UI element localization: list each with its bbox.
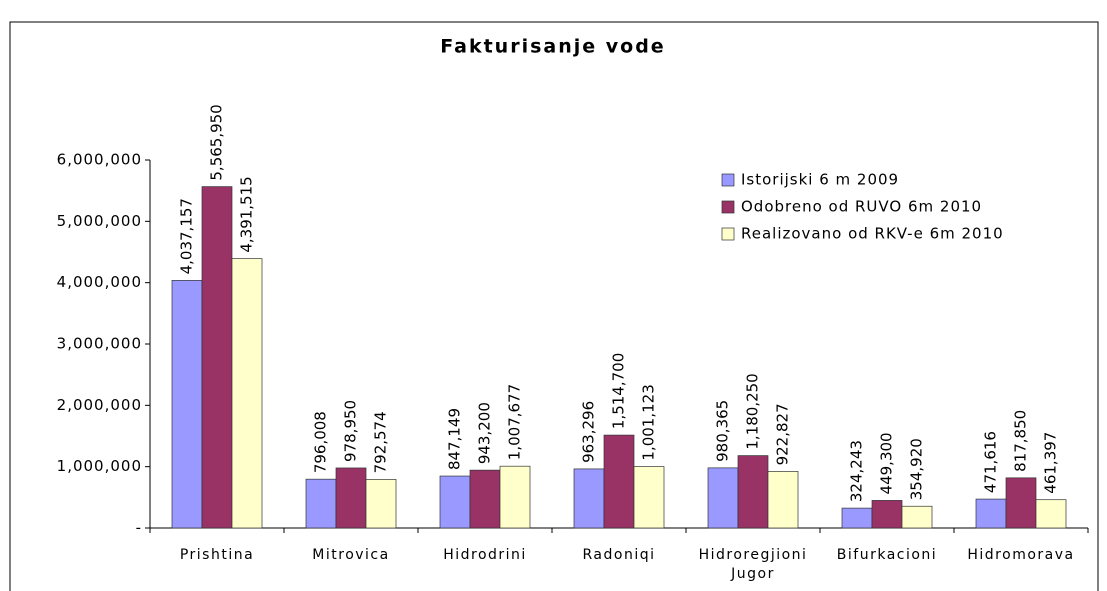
value-label: 4,391,515 — [238, 176, 256, 252]
x-tick-label: Bifurkacioni — [836, 547, 938, 563]
bar — [871, 500, 903, 529]
bar — [841, 507, 873, 529]
bar — [335, 467, 367, 529]
legend-label: Realizovano od RKV-e 6m 2010 — [741, 225, 1004, 243]
bar — [499, 465, 531, 529]
bar — [573, 468, 605, 529]
value-label: 471,616 — [982, 431, 1000, 493]
value-label: 980,365 — [714, 400, 732, 462]
bar — [171, 280, 203, 529]
value-label: 922,827 — [774, 403, 792, 465]
legend-swatch — [721, 173, 735, 187]
value-label: 354,920 — [908, 438, 926, 500]
value-label: 4,037,157 — [178, 198, 196, 274]
y-tick-label: 5,000,000 — [57, 212, 142, 230]
value-label: 792,574 — [372, 411, 390, 473]
y-tick-label: 6,000,000 — [57, 151, 142, 169]
legend-label: Odobreno od RUVO 6m 2010 — [741, 198, 982, 216]
bar — [737, 455, 769, 529]
chart-title: Fakturisanje vode — [440, 36, 665, 58]
bar — [707, 467, 739, 529]
value-label: 943,200 — [476, 402, 494, 464]
value-label: 324,243 — [848, 440, 866, 502]
value-label: 449,300 — [878, 432, 896, 494]
value-label: 5,565,950 — [208, 104, 226, 180]
value-label: 1,007,677 — [506, 384, 524, 460]
value-label: 978,950 — [342, 400, 360, 462]
bar — [633, 466, 665, 529]
bar — [231, 258, 263, 529]
x-tick-label: Radoniqi — [582, 547, 656, 563]
legend-swatch — [721, 227, 735, 241]
bar — [469, 469, 501, 529]
y-tick-label: 2,000,000 — [57, 396, 142, 414]
value-label: 1,514,700 — [610, 353, 628, 429]
x-tick-label: Prishtina — [179, 547, 255, 563]
x-tick-label: Hidroregjioni Jugor — [698, 547, 808, 582]
legend-swatch — [721, 200, 735, 214]
y-tick-label: 1,000,000 — [57, 457, 142, 475]
bar — [975, 498, 1007, 529]
value-label: 1,180,250 — [744, 373, 762, 449]
legend-label: Istorijski 6 m 2009 — [741, 171, 899, 189]
bar — [1005, 477, 1037, 529]
x-tick-label: Mitrovica — [312, 547, 390, 563]
y-tick-label: - — [136, 519, 142, 537]
value-label: 1,001,123 — [640, 384, 658, 460]
bar — [603, 434, 635, 529]
y-tick-label: 3,000,000 — [57, 335, 142, 353]
bar — [767, 471, 799, 529]
y-tick-label: 4,000,000 — [57, 273, 142, 291]
bar — [439, 475, 471, 529]
bar — [901, 505, 933, 529]
value-label: 847,149 — [446, 408, 464, 470]
value-label: 817,850 — [1012, 410, 1030, 472]
bar — [365, 479, 397, 529]
value-label: 796,008 — [312, 411, 330, 473]
bar — [1035, 499, 1067, 529]
x-tick-label: Hidrodrini — [443, 547, 527, 563]
value-label: 461,397 — [1042, 432, 1060, 494]
value-label: 963,296 — [580, 401, 598, 463]
bar — [305, 478, 337, 529]
bar — [201, 186, 233, 529]
x-tick-label: Hidromorava — [967, 547, 1075, 563]
